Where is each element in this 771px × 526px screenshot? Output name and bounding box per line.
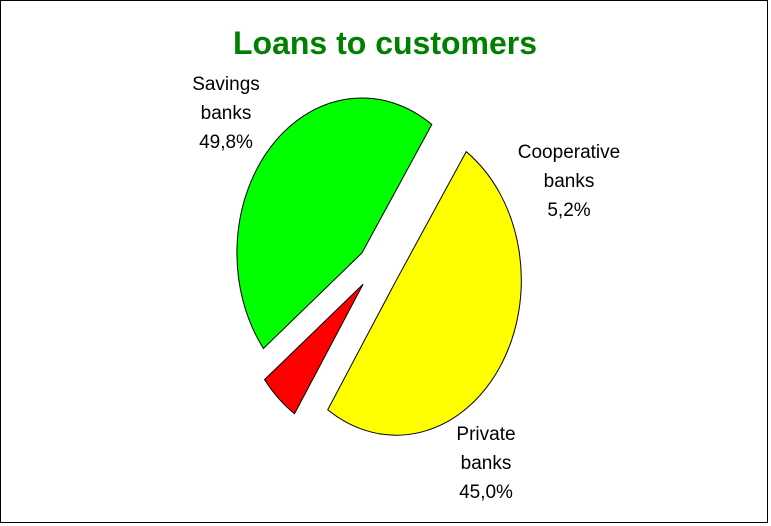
chart-title: Loans to customers xyxy=(233,25,537,61)
pie-slice-3 xyxy=(236,97,433,350)
slice-label-line: Cooperative xyxy=(518,142,620,163)
slice-label-line: Savings xyxy=(192,74,260,95)
slice-label-3: Private banks 45,0% xyxy=(456,424,515,503)
slice-label-line: 49,8% xyxy=(199,132,253,153)
pie-slice-2 xyxy=(263,283,364,415)
slice-label-line: Private xyxy=(456,424,515,445)
slice-label-1: Savings banks 49,8% xyxy=(192,74,260,153)
labels-layer: Savings banks 49,8% Cooperative banks 5,2% Pri… xyxy=(192,74,620,503)
slices-layer xyxy=(236,97,522,436)
slice-label-line: banks xyxy=(201,103,252,124)
pie-slice-1 xyxy=(327,150,522,436)
slice-label-line: 5,2% xyxy=(547,200,590,221)
slice-label-line: 45,0% xyxy=(459,482,513,503)
slice-label-line: banks xyxy=(544,171,595,192)
slice-label-2: Cooperative banks 5,2% xyxy=(518,142,620,221)
slice-label-line: banks xyxy=(461,453,512,474)
